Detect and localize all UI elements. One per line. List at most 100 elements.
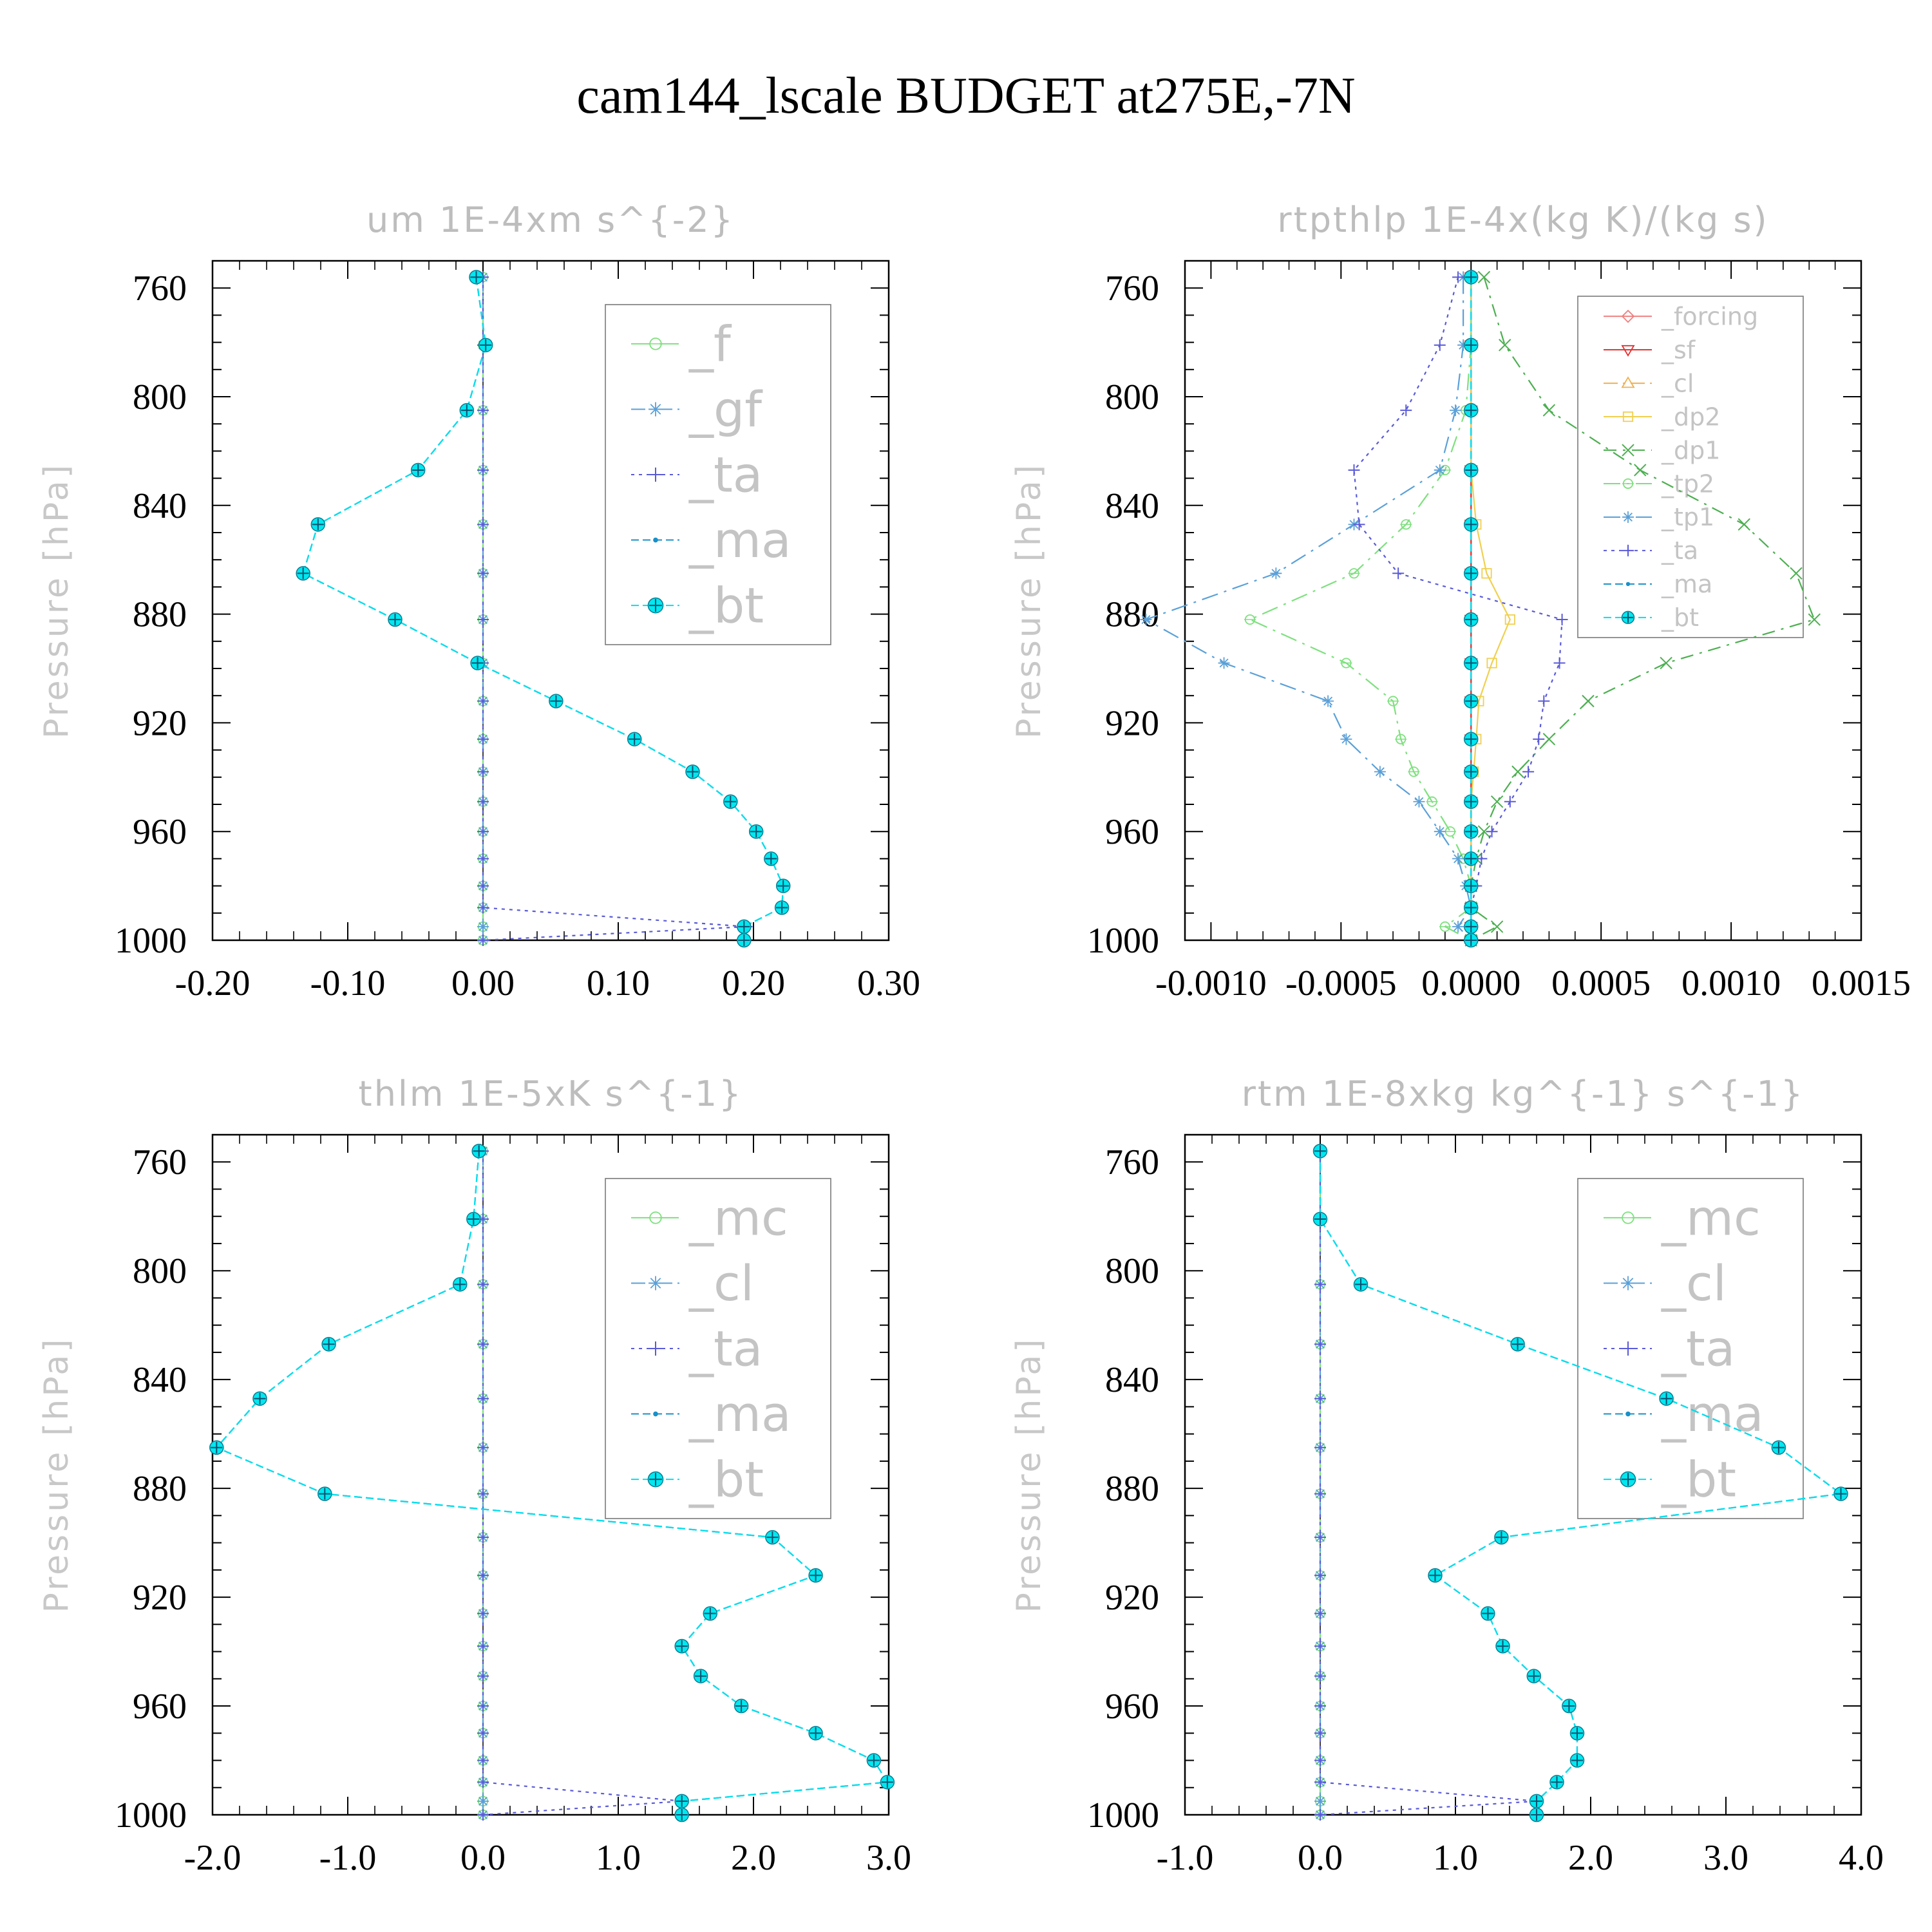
legend-label: _bt [1661, 603, 1699, 632]
marker-tp1 [1452, 920, 1464, 933]
legend-label: _tp1 [1661, 503, 1714, 531]
marker-ma [1625, 1411, 1631, 1417]
marker-dp2 [1486, 658, 1497, 668]
y-axis-label: Pressure [hPa] [1010, 1337, 1048, 1613]
y-tick-label: 1000 [115, 1795, 187, 1835]
x-axis-ticks: -0.0010 -0.0005 0.0000 0.0005 0.0010 0.0015 [1155, 261, 1911, 1003]
x-tick-label: -0.10 [310, 963, 386, 1003]
x-tick-label: 0.0 [460, 1838, 506, 1878]
marker-ta [477, 404, 489, 417]
legend-item: _ta [631, 446, 762, 504]
plot-frame [211, 1133, 890, 1816]
y-tick-label: 760 [1105, 269, 1159, 308]
y-tick-label: 840 [1105, 486, 1159, 526]
y-axis-ticks: 760 800 840 880 920 960 1000 [1087, 269, 1861, 961]
marker-ta [477, 464, 489, 476]
legend-box [1577, 1178, 1804, 1519]
legend-label: _mc [688, 1189, 788, 1247]
marker-dp1 [1634, 464, 1647, 477]
y-tick-label: 920 [1105, 1578, 1159, 1618]
y-tick-label: 760 [133, 1142, 187, 1182]
marker-ta [477, 1754, 489, 1766]
legend-label: _f [688, 316, 732, 373]
legend-label: _bt [688, 577, 764, 634]
marker-tp1 [1218, 657, 1230, 669]
legend-item: _dp1 [1604, 436, 1720, 464]
legend-item: _tp1 [1604, 503, 1714, 531]
marker-dp1 [1511, 765, 1524, 779]
x-tick-label: 0.0005 [1551, 963, 1651, 1003]
y-tick-label: 880 [1105, 1469, 1159, 1509]
thlm-panel: thlm 1E-5xK s^{-1} Pressure [hPa] 760 800 84… [37, 1074, 911, 1878]
marker-ma [653, 1411, 658, 1417]
legend-label: _tp2 [1661, 469, 1714, 498]
series-line [1319, 1151, 1843, 1815]
marker-ta [1538, 695, 1550, 707]
marker-ta [1314, 1670, 1326, 1682]
y-axis-label: Pressure [hPa] [37, 462, 76, 739]
marker-dp1 [1542, 404, 1556, 417]
legend-item: _dp2 [1604, 402, 1720, 431]
x-tick-label: 0.0015 [1812, 963, 1911, 1003]
marker-ta [1314, 1531, 1326, 1544]
marker-ta [1348, 464, 1360, 476]
marker-ta [477, 1607, 489, 1620]
x-tick-label: 0.30 [857, 963, 920, 1003]
marker-ta [477, 1776, 489, 1788]
marker-tp1 [1140, 614, 1152, 626]
marker-ta [477, 1670, 489, 1682]
y-tick-label: 800 [1105, 1251, 1159, 1291]
legend-item: _bt [631, 577, 764, 634]
series-line [1470, 277, 1511, 940]
legend-item: _ma [1604, 1385, 1764, 1443]
marker-ta [1314, 1776, 1326, 1788]
y-tick-label: 960 [1105, 812, 1159, 852]
y-tick-label: 1000 [1087, 921, 1159, 961]
y-tick-label: 1000 [1087, 1795, 1159, 1835]
marker-tp1 [1270, 567, 1282, 580]
series-ma [1318, 1149, 1843, 1817]
legend-label: _ta [1661, 536, 1698, 565]
marker-tp1 [1457, 339, 1470, 351]
series-line [1319, 1151, 1843, 1815]
series-tp2 [1244, 272, 1477, 946]
x-tick-label: 0.0000 [1421, 963, 1520, 1003]
marker-dp2 [1504, 614, 1515, 625]
y-tick-label: 800 [133, 377, 187, 417]
marker-ta [1556, 614, 1568, 626]
marker-tp1 [1452, 853, 1464, 865]
marker-tp1 [1450, 404, 1461, 417]
panel-title: rtm 1E-8xkg kg^{-1} s^{-1} [1242, 1074, 1805, 1114]
legend-item: _sf [1604, 336, 1696, 364]
legend-item: _bt [1604, 603, 1699, 632]
legend-label: _dp2 [1661, 402, 1720, 431]
series-line [215, 1151, 889, 1815]
series-dp1 [1464, 270, 1821, 947]
plot-frame [211, 260, 890, 942]
marker-ta [1314, 1700, 1326, 1712]
x-tick-label: 1.0 [1433, 1838, 1478, 1878]
marker-cl [1314, 1795, 1326, 1807]
legend-label: _cl [1661, 1255, 1727, 1312]
x-tick-label: 3.0 [866, 1838, 911, 1878]
marker-tp1 [1434, 464, 1446, 476]
marker-tp1 [1374, 766, 1386, 778]
figure-title: cam144_lscale BUDGET at275E,-7N [576, 68, 1355, 124]
marker-dp1 [1542, 733, 1556, 746]
marker-cl [649, 1276, 663, 1291]
legend-label: _ta [688, 1320, 762, 1378]
marker-dp2 [1481, 568, 1492, 579]
marker-ta [477, 826, 489, 838]
legend-box [605, 1178, 831, 1519]
marker-tp1 [1622, 511, 1634, 523]
y-axis-label: Pressure [hPa] [37, 1337, 76, 1613]
marker-ta [1314, 1488, 1326, 1500]
marker-tp1 [1413, 795, 1425, 808]
marker-cl [1621, 1276, 1635, 1291]
legend-label: _bt [1661, 1451, 1736, 1508]
marker-ta [477, 614, 489, 626]
series-line [1144, 277, 1472, 941]
y-tick-label: 960 [1105, 1687, 1159, 1727]
marker-sf [1621, 345, 1635, 357]
y-axis-ticks: 760 800 840 880 920 960 1000 [1087, 1142, 1861, 1835]
